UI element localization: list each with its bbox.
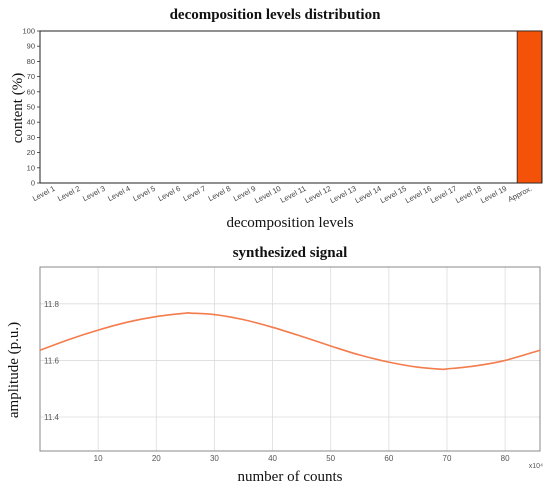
x-tick-label: 20 bbox=[152, 454, 161, 463]
signal-line bbox=[39, 312, 541, 371]
y-tick-label: 80 bbox=[27, 57, 35, 66]
y-tick-label: 100 bbox=[22, 27, 35, 36]
decomposition-bar-chart: decomposition levels distribution conten… bbox=[10, 7, 543, 231]
chart1-ylabel: content (%) bbox=[10, 73, 26, 143]
y-tick-label: 11.6 bbox=[44, 356, 60, 365]
y-tick-label: 11.4 bbox=[44, 413, 60, 422]
y-tick-label: 60 bbox=[27, 87, 35, 96]
y-tick-label: 50 bbox=[27, 103, 35, 112]
y-tick-label: 70 bbox=[27, 72, 35, 81]
x-tick-label: 30 bbox=[210, 454, 219, 463]
x-exponent-label: x10⁴ bbox=[529, 463, 543, 470]
y-tick-label: 10 bbox=[27, 163, 35, 172]
x-tick-label: 70 bbox=[443, 454, 452, 463]
y-tick-label: 90 bbox=[27, 42, 35, 51]
x-tick-label: 40 bbox=[268, 454, 277, 463]
y-tick-label: 40 bbox=[27, 118, 35, 127]
chart1-xlabel: decomposition levels bbox=[226, 215, 353, 231]
y-tick-label: 20 bbox=[27, 148, 35, 157]
chart1-title: decomposition levels distribution bbox=[170, 7, 382, 23]
x-tick-label: 50 bbox=[326, 454, 335, 463]
bar bbox=[516, 30, 543, 184]
chart2-xlabel: number of counts bbox=[238, 469, 343, 485]
y-tick-label: 30 bbox=[27, 133, 35, 142]
chart2-ylabel: amplitude (p.u.) bbox=[6, 322, 22, 418]
y-tick-label: 11.8 bbox=[44, 300, 60, 309]
x-tick-label: 80 bbox=[501, 454, 510, 463]
x-tick-label: 10 bbox=[94, 454, 103, 463]
chart2-plot-frame bbox=[39, 266, 541, 452]
y-tick-label: 0 bbox=[31, 179, 35, 188]
x-tick-label: 60 bbox=[384, 454, 393, 463]
chart2-title: synthesized signal bbox=[233, 245, 348, 261]
